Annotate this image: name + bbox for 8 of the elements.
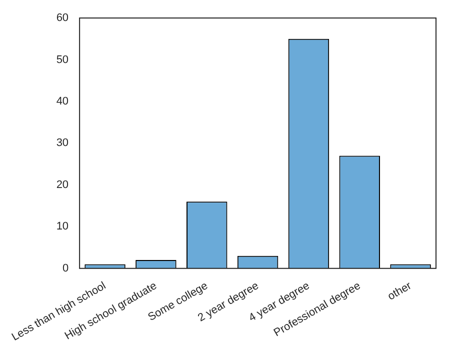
y-tick-label: 60: [56, 12, 69, 24]
y-tick-label: 30: [56, 137, 69, 150]
y-tick-label: 20: [56, 178, 69, 191]
y-tick-label: 10: [56, 220, 69, 233]
y-tick-label: 0: [62, 262, 69, 274]
x-tick-label: other: [386, 280, 414, 303]
y-tick-label: 50: [56, 54, 69, 66]
y-tick-label: 40: [56, 95, 69, 108]
